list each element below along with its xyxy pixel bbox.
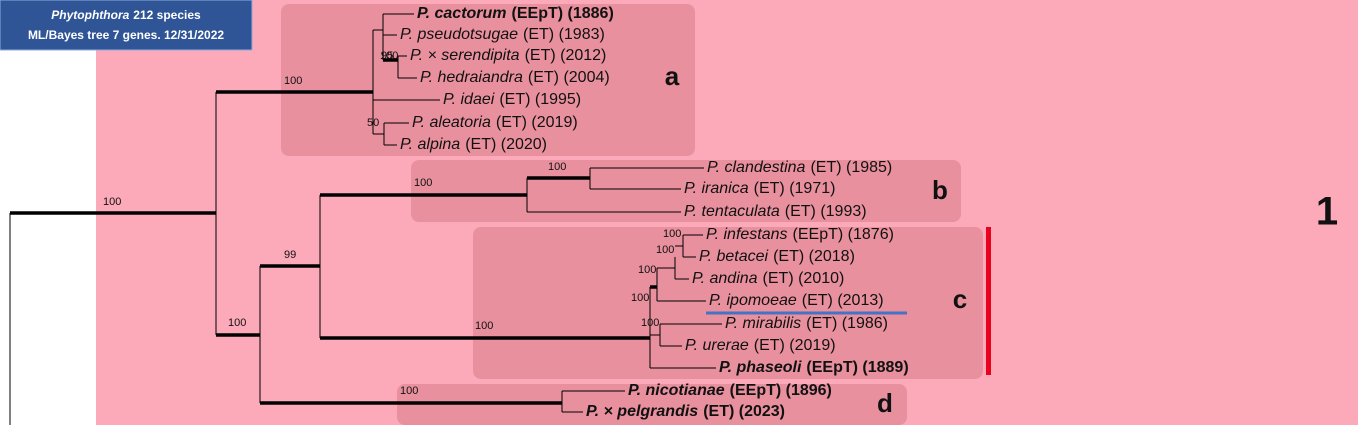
- header-count: 212 species: [133, 8, 201, 22]
- tip-label: P. andina (ET) (2010): [692, 270, 844, 287]
- species-name: P. × pelgrandis: [586, 403, 698, 420]
- species-name: P. iranica: [684, 180, 749, 197]
- tip-label: P. pseudotsugae (ET) (1983): [400, 26, 605, 43]
- species-name: P. mirabilis: [725, 315, 801, 332]
- header-box: [0, 0, 253, 51]
- header-genus: Phytophthora: [51, 8, 129, 22]
- tip-label: P. × pelgrandis (ET) (2023): [586, 403, 785, 420]
- species-name: P. betacei: [699, 248, 769, 265]
- tip-label: P. infestans (EEpT) (1876): [706, 226, 894, 243]
- species-name: P. tentaculata: [684, 203, 780, 220]
- species-info: (ET) (1985): [810, 159, 892, 176]
- species-info: (ET) (1971): [754, 180, 836, 197]
- species-name: P. pseudotsugae: [400, 26, 518, 43]
- species-info: (ET) (2020): [465, 136, 547, 153]
- tip-label: P. aleatoria (ET) (2019): [412, 114, 578, 131]
- header-title: Phytophthora 212 species: [51, 8, 201, 22]
- species-info: (ET) (2018): [773, 248, 855, 265]
- support-value: 50: [367, 117, 379, 129]
- species-info: (ET) (2013): [802, 292, 884, 309]
- tip-label: P. betacei (ET) (2018): [699, 248, 855, 265]
- species-name: P. urerae: [685, 337, 749, 354]
- support-value: 99: [284, 249, 296, 261]
- clade-label: d: [877, 388, 893, 418]
- support-value: 100: [103, 196, 121, 208]
- species-info: (ET) (2023): [703, 403, 785, 420]
- species-info: (ET) (1995): [499, 91, 581, 108]
- species-info: (ET) (2019): [496, 114, 578, 131]
- species-name: P. cactorum: [417, 5, 507, 22]
- support-value: 100: [638, 264, 656, 276]
- support-value: 100: [400, 385, 418, 397]
- tip-label: P. × serendipita (ET) (2012): [410, 47, 606, 64]
- species-info: (ET) (1983): [523, 26, 605, 43]
- species-name: P. phaseoli: [719, 359, 802, 376]
- support-value: 100: [228, 317, 246, 329]
- clade-box: [397, 384, 907, 425]
- species-name: P. × serendipita: [410, 47, 520, 64]
- support-value: 100: [414, 177, 432, 189]
- species-info: (EEpT) (1896): [730, 382, 832, 399]
- species-name: P. alpina: [400, 136, 460, 153]
- branches: [9, 13, 722, 425]
- support-value: 100: [631, 292, 649, 304]
- support-value: 100: [380, 50, 398, 62]
- species-info: (ET) (2004): [528, 69, 610, 86]
- species-name: P. idaei: [443, 91, 495, 108]
- support-value: 100: [663, 228, 681, 240]
- species-info: (EEpT) (1889): [806, 359, 908, 376]
- support-value: 100: [656, 244, 674, 256]
- tip-label: P. tentaculata (ET) (1993): [684, 203, 867, 220]
- species-info: (ET) (2012): [525, 47, 607, 64]
- species-name: P. aleatoria: [412, 114, 491, 131]
- species-info: (ET) (2019): [754, 337, 836, 354]
- tip-label: P. nicotianae (EEpT) (1896): [628, 382, 832, 399]
- tip-label: P. alpina (ET) (2020): [400, 136, 547, 153]
- tip-label: P. cactorum (EEpT) (1886): [417, 5, 614, 22]
- support-value: 95: [381, 50, 393, 62]
- clade-box: [473, 227, 983, 379]
- support-value: 100: [475, 320, 493, 332]
- header-subtitle: ML/Bayes tree 7 genes. 12/31/2022: [28, 28, 224, 42]
- tip-label: P. idaei (ET) (1995): [443, 91, 581, 108]
- species-info: (ET) (1993): [785, 203, 867, 220]
- highlight-bar: [986, 227, 991, 375]
- support-value: 100: [641, 317, 659, 329]
- tip-label: P. urerae (ET) (2019): [685, 337, 836, 354]
- species-name: P. clandestina: [707, 159, 806, 176]
- species-info: (ET) (1986): [806, 315, 888, 332]
- support-value: 100: [284, 75, 302, 87]
- tip-label: P. ipomoeae (ET) (2013): [709, 292, 884, 309]
- tip-label: P. clandestina (ET) (1985): [707, 159, 892, 176]
- species-name: P. ipomoeae: [709, 292, 797, 309]
- species-name: P. andina: [692, 270, 758, 287]
- tip-label: P. phaseoli (EEpT) (1889): [719, 359, 909, 376]
- species-name: P. nicotianae: [628, 382, 725, 399]
- tip-label: P. hedraiandra (ET) (2004): [420, 69, 610, 86]
- clade-label: b: [932, 175, 948, 205]
- group-label: 1: [1316, 190, 1338, 234]
- tip-label: P. iranica (ET) (1971): [684, 180, 835, 197]
- clade-label: a: [665, 61, 680, 91]
- clade-box: [411, 160, 961, 222]
- species-name: P. infestans: [706, 226, 788, 243]
- clade-label: c: [953, 284, 967, 314]
- clade-box: [281, 4, 695, 156]
- species-name: P. hedraiandra: [420, 69, 523, 86]
- species-info: (EEpT) (1876): [793, 226, 894, 243]
- species-info: (ET) (2010): [763, 270, 845, 287]
- species-info: (EEpT) (1886): [512, 5, 614, 22]
- tip-label: P. mirabilis (ET) (1986): [725, 315, 888, 332]
- support-value: 100: [548, 161, 566, 173]
